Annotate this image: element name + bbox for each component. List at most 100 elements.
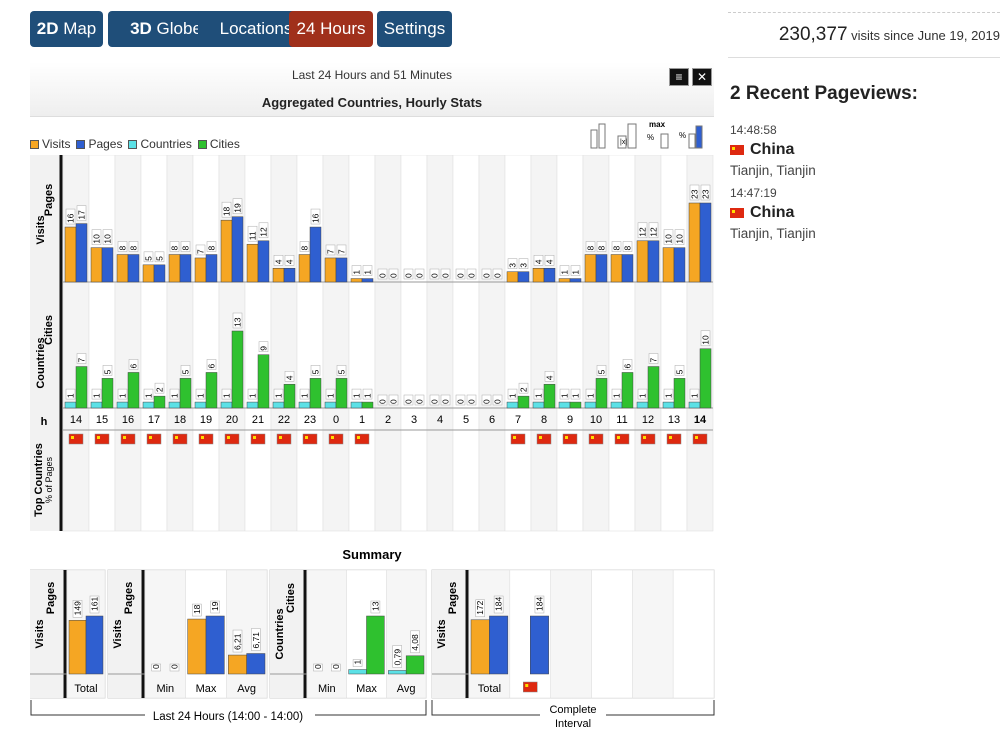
summary-column [632, 569, 674, 699]
data-label-box [493, 595, 504, 614]
bar-pages [101, 247, 114, 283]
data-label-cities: 9 [259, 346, 269, 351]
data-label-cities: 2 [519, 387, 529, 392]
hour-label: 15 [96, 414, 108, 426]
data-label-pages: 12 [259, 227, 269, 237]
summary-bar-visits [228, 654, 247, 675]
max-percent-icon[interactable]: max% [647, 120, 671, 150]
data-label-box [76, 205, 87, 221]
bar-visits [584, 254, 597, 283]
percent-scale-icon[interactable]: % [679, 120, 703, 150]
summary-data-label: 4,08 [410, 634, 420, 651]
data-label-cities: 13 [233, 317, 243, 327]
data-label-countries: 0 [378, 399, 388, 404]
pageview-country: China [750, 141, 795, 158]
data-label-box [440, 268, 451, 280]
data-label-box [388, 268, 399, 280]
bar-countries [194, 401, 207, 409]
data-label-pages: 19 [233, 203, 243, 213]
summary-data-label: 19 [210, 601, 220, 611]
data-label-box [128, 241, 139, 252]
data-label-box [392, 645, 402, 668]
data-label-box [596, 241, 607, 252]
bar-countries [506, 401, 519, 409]
hour-label: 14 [70, 414, 82, 426]
bar-cities [699, 348, 712, 409]
data-label-box [377, 394, 388, 406]
data-label-visits: 23 [690, 189, 700, 199]
data-label-pages: 10 [675, 234, 685, 244]
data-label-box [247, 388, 258, 400]
data-label-visits: 12 [638, 227, 648, 237]
data-label-box [622, 241, 633, 252]
hour-label: 4 [437, 414, 443, 426]
data-label-box [206, 241, 217, 252]
nav-24-hours-button[interactable]: 24 Hours [289, 11, 373, 47]
data-label-box [674, 229, 685, 245]
bar-height-icon[interactable] [585, 120, 609, 150]
data-label-box [689, 388, 700, 400]
data-label-box [518, 382, 529, 394]
summary-bar-countries [388, 670, 407, 675]
interval-label: Last 24 Hours (14:00 - 14:00) [153, 711, 303, 723]
summary-category-label: Total [478, 683, 501, 695]
bar-visits [610, 254, 623, 283]
hour-label: 21 [252, 414, 264, 426]
data-label-countries: 1 [612, 393, 622, 398]
hour-column [88, 155, 116, 532]
menu-icon[interactable]: ≡ [669, 68, 689, 86]
hour-column [478, 155, 506, 532]
data-label-box [466, 394, 477, 406]
hour-label: 22 [278, 414, 290, 426]
data-label-pages: 0 [493, 273, 503, 278]
data-label-cities: 4 [285, 375, 295, 380]
data-label-box [299, 388, 310, 400]
nav-settings-button[interactable]: Settings [377, 11, 452, 47]
legend-item: Pages [76, 137, 122, 151]
bar-pages [179, 254, 192, 283]
summary-data-label: 149 [73, 601, 83, 615]
hour-column [270, 155, 298, 532]
data-label-visits: 10 [92, 234, 102, 244]
data-label-box [273, 255, 284, 266]
nav-2d-map-button[interactable]: 2D Map [30, 11, 103, 47]
data-label-box [76, 353, 87, 364]
data-label-box [102, 365, 113, 376]
bar-pages [647, 240, 660, 283]
data-label-box [533, 255, 544, 266]
data-label-box [414, 268, 425, 280]
summary-ylabel: Visits [112, 619, 124, 648]
row-label-column [30, 155, 60, 531]
data-label-cities: 6 [623, 363, 633, 368]
bar-visits [220, 219, 233, 283]
data-label-box [91, 388, 102, 400]
data-label-box [336, 365, 347, 376]
data-label-box [91, 229, 102, 245]
close-icon[interactable]: ✕ [692, 68, 712, 86]
hour-column [192, 155, 220, 532]
hour-column [660, 155, 688, 532]
bar-pages [309, 226, 322, 283]
china-flag-icon [730, 208, 744, 218]
bar-visits [90, 247, 103, 283]
divider [728, 57, 1000, 58]
data-label-visits: 8 [612, 246, 622, 251]
bar-countries [584, 401, 597, 409]
data-label-cities: 5 [311, 369, 321, 374]
data-label-cities: 1 [363, 393, 373, 398]
legend-item: Visits [30, 137, 70, 151]
data-label-box [117, 388, 128, 400]
bar-visits [246, 243, 259, 283]
hour-label: 23 [304, 414, 316, 426]
linear-scale-icon[interactable]: |x| [615, 120, 639, 150]
data-label-box [154, 382, 165, 394]
summary-column [306, 569, 347, 699]
bar-cities [595, 378, 608, 409]
hour-label: 11 [616, 414, 627, 426]
china-flag-icon [120, 433, 136, 445]
data-label-box [410, 630, 420, 654]
summary-category-label: Avg [397, 683, 416, 695]
data-label-pages: 4 [545, 259, 555, 264]
data-label-box [65, 388, 76, 400]
bar-visits [64, 226, 77, 283]
